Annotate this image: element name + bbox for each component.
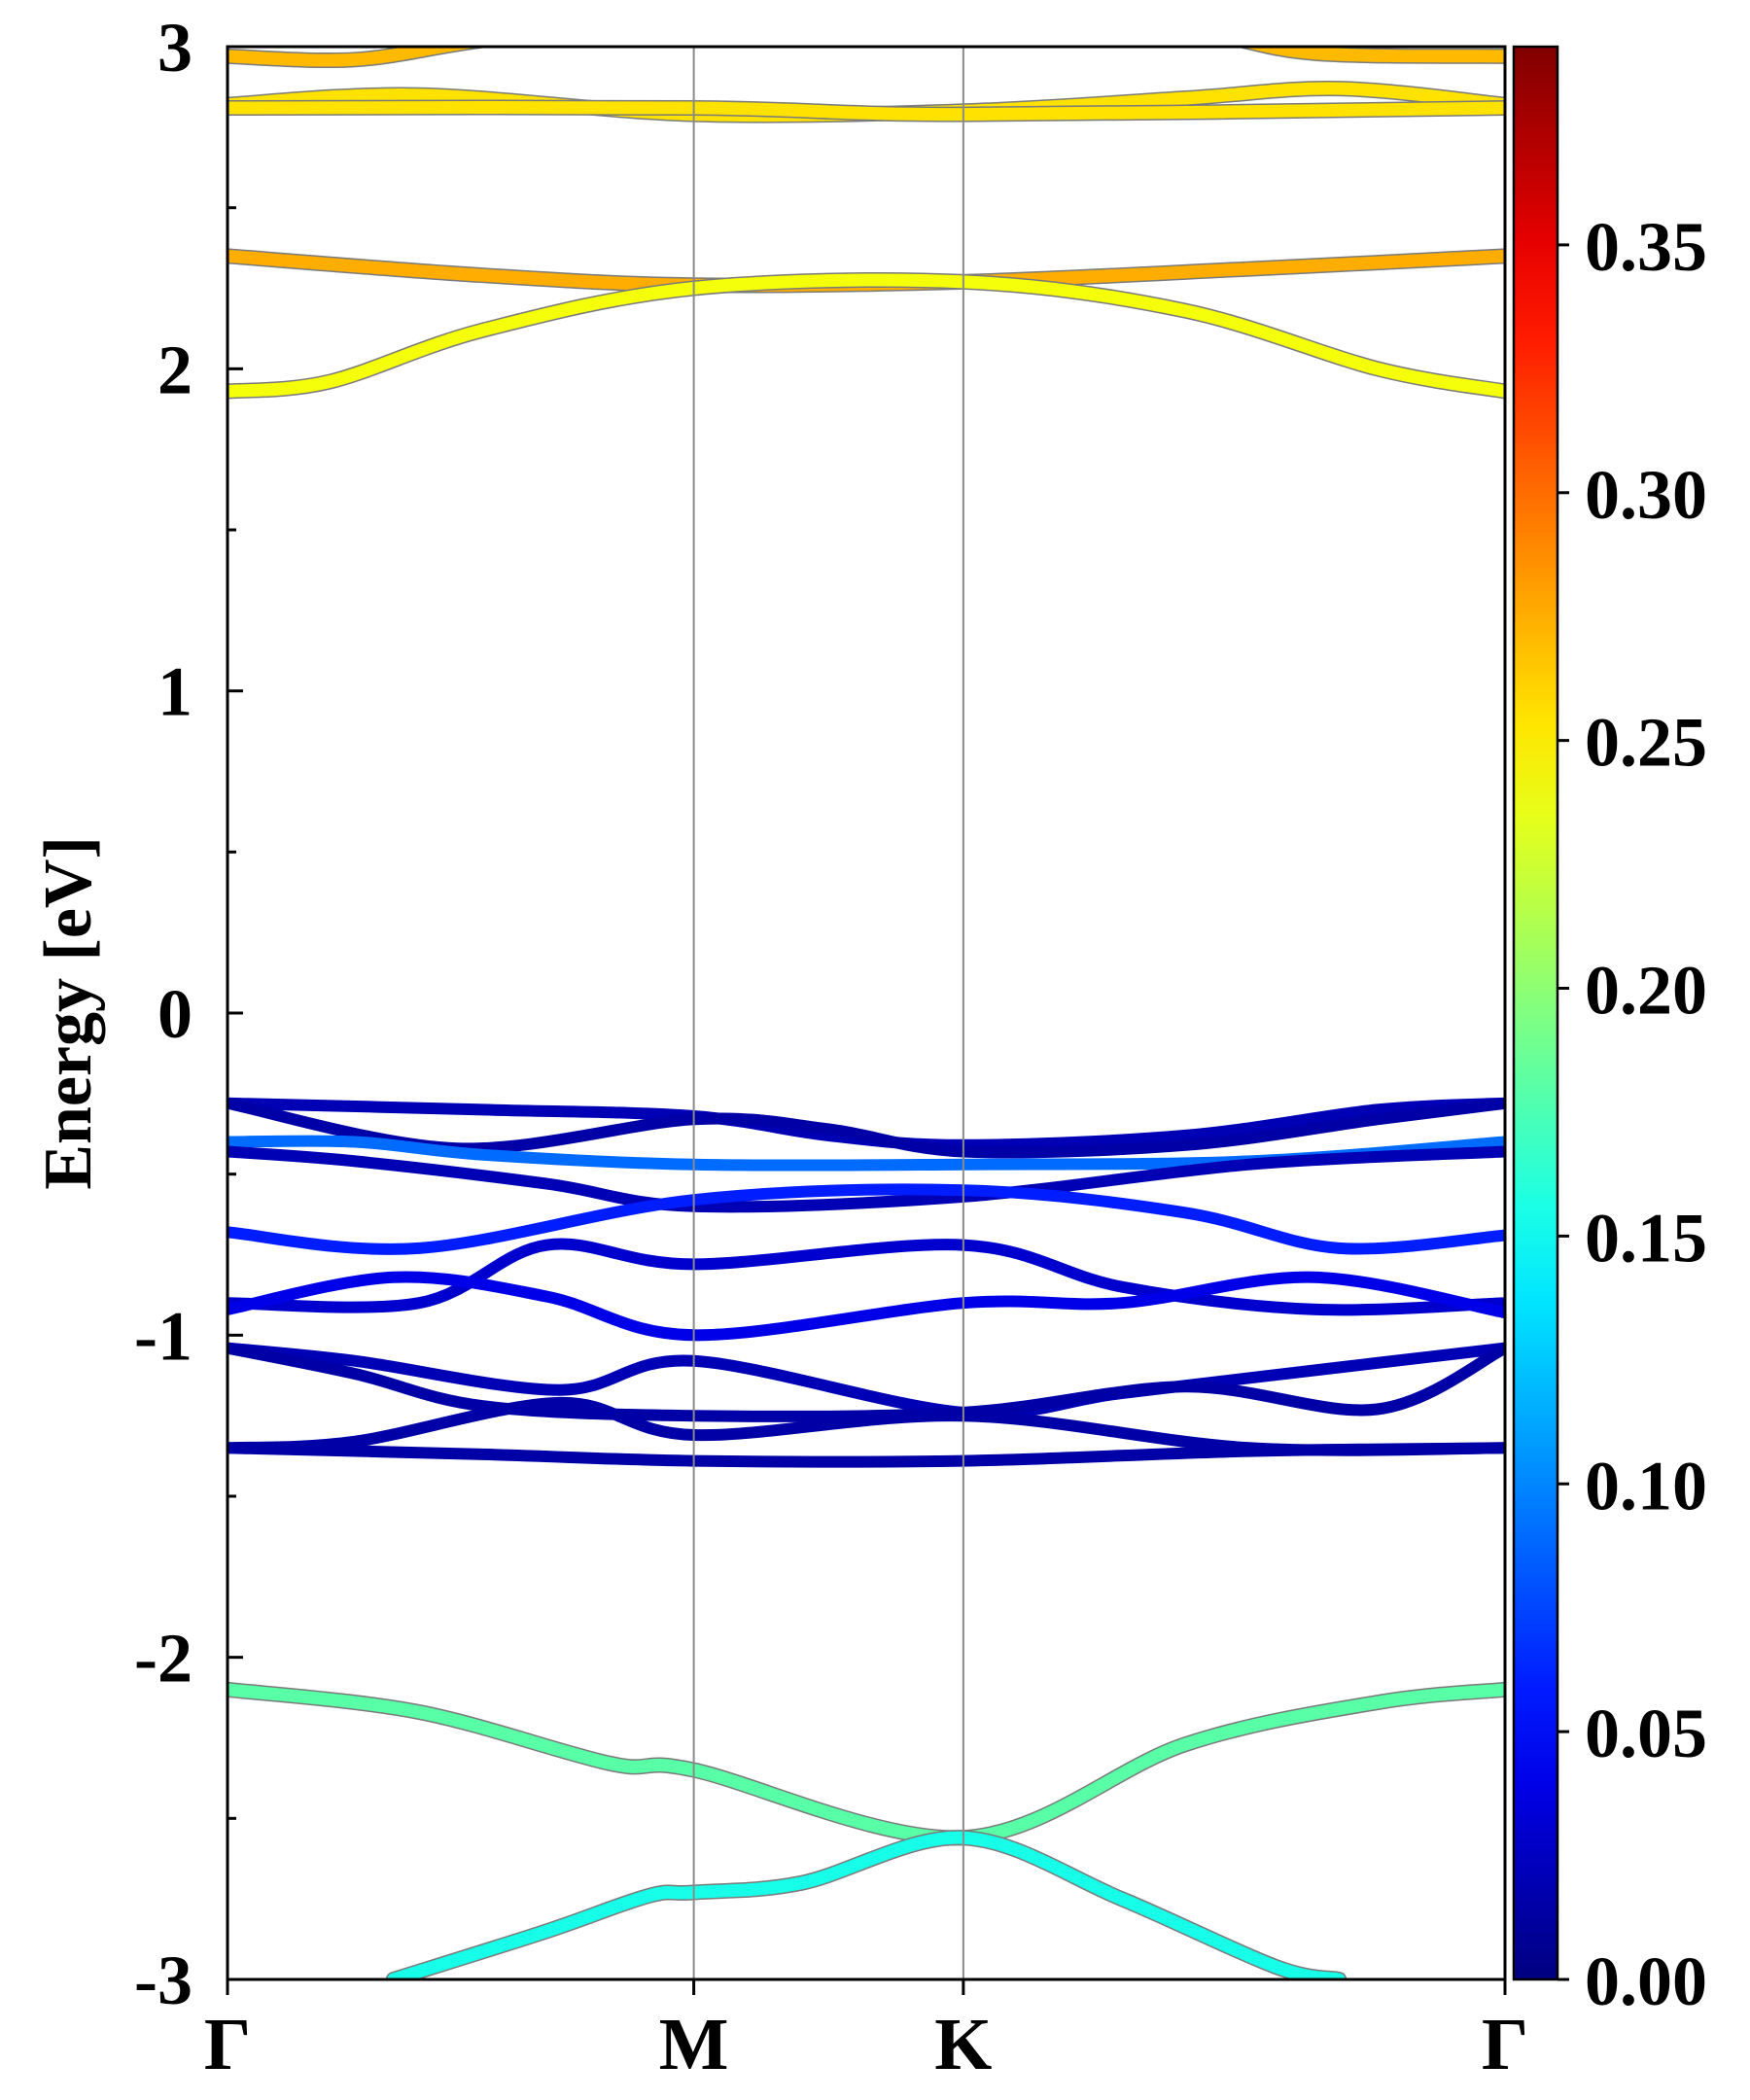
colorbar-tick-label: 0.00: [1585, 1942, 1707, 2020]
colorbar-tick-label: 0.30: [1585, 456, 1707, 534]
band-line: [228, 1342, 1505, 1422]
band-line: [387, 1831, 1346, 1979]
colorbar-tick-label: 0.35: [1585, 208, 1707, 286]
band-line: [228, 1145, 1505, 1213]
colorbar: [1512, 45, 1559, 1981]
y-tick-label: 2: [158, 331, 192, 408]
band-line-outline: [228, 272, 1505, 400]
band-line: [228, 1238, 1505, 1316]
colorbar-ticks: 0.00 0.05 0.10 0.15 0.20 0.25 0.30 0.35: [1558, 208, 1707, 2020]
band-line: [228, 1271, 1505, 1342]
bands-layer: [228, 47, 1505, 1979]
y-tick-label: 3: [158, 9, 192, 87]
y-tick-label: -2: [134, 1620, 192, 1698]
x-tick-label: M: [659, 2004, 729, 2085]
band-line: [228, 1342, 1505, 1419]
x-tick-label: Γ: [1482, 2004, 1528, 2085]
x-tick-label: Γ: [204, 2004, 251, 2085]
colorbar-tick-label: 0.15: [1585, 1199, 1707, 1277]
y-axis-label: Energy [eV]: [31, 836, 106, 1190]
y-tick-label: 1: [158, 653, 192, 731]
y-tick-label: -3: [134, 1942, 192, 2019]
band-line: [228, 1442, 1505, 1468]
band-line: [228, 47, 1505, 67]
y-axis-ticks: 3 2 1 0 -1 -2 -3: [134, 9, 243, 2019]
band-line: [228, 273, 1505, 398]
colorbar-tick-label: 0.25: [1585, 704, 1707, 782]
band-line: [228, 1683, 1505, 1844]
y-tick-label: 0: [158, 975, 192, 1053]
colorbar-tick-label: 0.10: [1585, 1447, 1707, 1524]
colorbar-tick-label: 0.20: [1585, 952, 1707, 1030]
band-line: [228, 1183, 1505, 1255]
band-line: [228, 100, 1505, 122]
plot-frame: [226, 45, 1507, 1981]
high-symmetry-lines: [692, 47, 964, 1979]
y-tick-label: -1: [134, 1297, 192, 1375]
colorbar-tick-label: 0.05: [1585, 1695, 1707, 1772]
x-tick-label: K: [934, 2004, 992, 2085]
